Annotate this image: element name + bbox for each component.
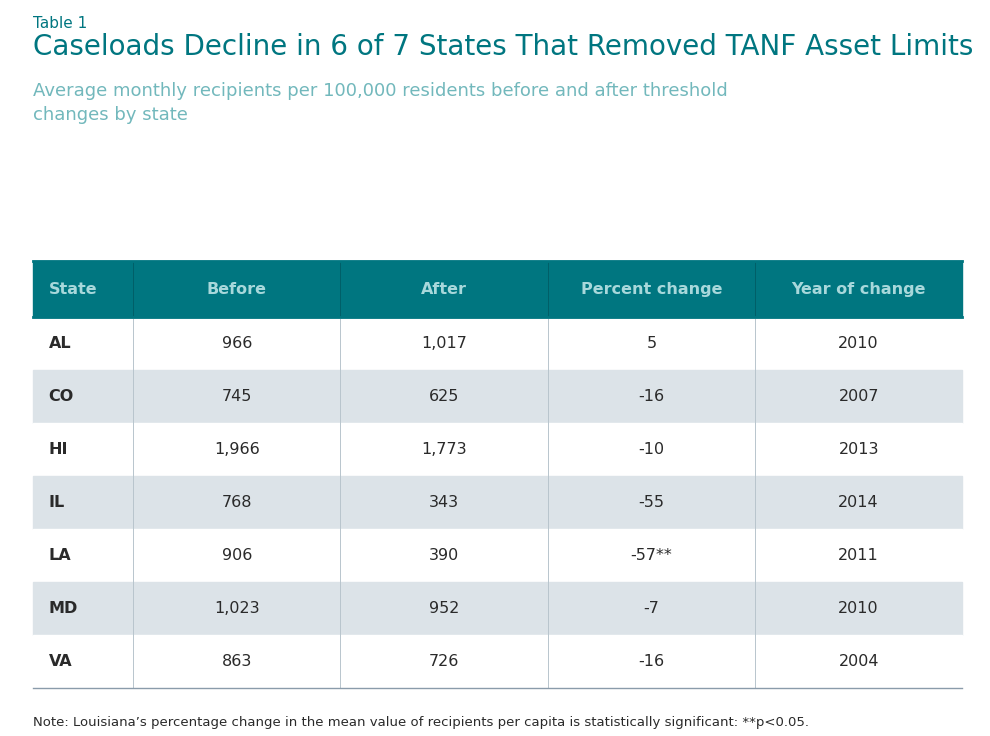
- Text: 863: 863: [222, 654, 251, 669]
- Text: 2011: 2011: [839, 548, 879, 563]
- Text: 745: 745: [222, 389, 251, 404]
- Text: Before: Before: [207, 282, 266, 297]
- Bar: [33, 582, 962, 635]
- Text: 1,773: 1,773: [421, 442, 467, 457]
- Text: 5: 5: [646, 336, 656, 351]
- Bar: [33, 423, 962, 476]
- Text: VA: VA: [49, 654, 72, 669]
- Text: AL: AL: [49, 336, 71, 351]
- Text: Table 1: Table 1: [33, 16, 87, 31]
- Text: -16: -16: [639, 654, 664, 669]
- Text: 726: 726: [429, 654, 459, 669]
- Bar: [33, 370, 962, 423]
- Bar: [33, 261, 962, 317]
- Text: After: After: [421, 282, 467, 297]
- Text: Year of change: Year of change: [791, 282, 926, 297]
- Text: 906: 906: [222, 548, 251, 563]
- Text: 2013: 2013: [839, 442, 879, 457]
- Bar: [33, 476, 962, 529]
- Text: Caseloads Decline in 6 of 7 States That Removed TANF Asset Limits: Caseloads Decline in 6 of 7 States That …: [33, 33, 973, 61]
- Text: 952: 952: [429, 601, 459, 616]
- Bar: [33, 529, 962, 582]
- Text: 1,017: 1,017: [421, 336, 467, 351]
- Bar: [33, 317, 962, 370]
- Text: CO: CO: [49, 389, 74, 404]
- Text: -16: -16: [639, 389, 664, 404]
- Text: 2007: 2007: [839, 389, 879, 404]
- Text: -7: -7: [644, 601, 659, 616]
- Text: HI: HI: [49, 442, 68, 457]
- Text: 390: 390: [429, 548, 459, 563]
- Text: 966: 966: [222, 336, 251, 351]
- Text: -10: -10: [639, 442, 664, 457]
- Text: -55: -55: [639, 495, 664, 510]
- Text: IL: IL: [49, 495, 64, 510]
- Text: 2010: 2010: [839, 601, 879, 616]
- Bar: [33, 635, 962, 688]
- Text: LA: LA: [49, 548, 71, 563]
- Text: 2004: 2004: [839, 654, 879, 669]
- Text: 2010: 2010: [839, 336, 879, 351]
- Text: Percent change: Percent change: [580, 282, 722, 297]
- Text: 1,966: 1,966: [214, 442, 259, 457]
- Text: -57**: -57**: [631, 548, 672, 563]
- Text: Note: Louisiana’s percentage change in the mean value of recipients per capita i: Note: Louisiana’s percentage change in t…: [33, 716, 809, 729]
- Text: 768: 768: [222, 495, 252, 510]
- Text: 1,023: 1,023: [214, 601, 259, 616]
- Text: 2014: 2014: [839, 495, 879, 510]
- Text: 625: 625: [429, 389, 459, 404]
- Text: MD: MD: [49, 601, 78, 616]
- Text: Average monthly recipients per 100,000 residents before and after threshold
chan: Average monthly recipients per 100,000 r…: [33, 82, 728, 124]
- Text: State: State: [49, 282, 97, 297]
- Text: 343: 343: [429, 495, 459, 510]
